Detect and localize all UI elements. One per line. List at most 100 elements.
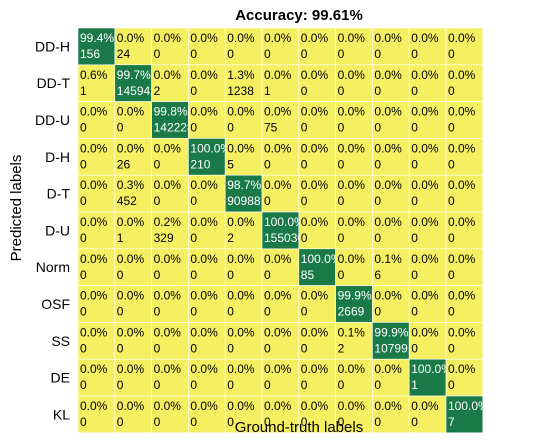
cell-count: 0	[301, 305, 308, 319]
cell-count: 0	[411, 84, 418, 98]
matrix-cell	[408, 395, 447, 434]
matrix-cell	[408, 138, 447, 176]
cell-count: 0	[80, 231, 87, 245]
cell-count: 1	[264, 84, 271, 98]
cell-count: 5	[227, 157, 234, 171]
y-tick-label: DD-H	[35, 38, 70, 54]
matrix-cell	[151, 64, 189, 102]
cell-percentage: 0.0%	[264, 289, 292, 303]
matrix-cell	[114, 358, 152, 397]
y-tick-label: D-T	[47, 186, 71, 202]
cell-percentage: 0.0%	[227, 31, 255, 45]
cell-percentage: 0.0%	[301, 362, 329, 376]
cell-count: 26	[117, 157, 131, 171]
matrix-cell	[372, 138, 410, 176]
cell-percentage: 0.0%	[264, 68, 292, 82]
cell-count: 0	[80, 268, 87, 282]
cell-count: 0	[448, 84, 455, 98]
y-tick-label: D-H	[45, 149, 70, 165]
cell-percentage: 100.0%	[448, 399, 489, 413]
matrix-cell	[151, 211, 189, 250]
cell-percentage: 0.0%	[338, 215, 366, 229]
matrix-cell	[188, 285, 226, 323]
cell-percentage: 0.0%	[227, 399, 255, 413]
cell-count: 0	[448, 341, 455, 355]
cell-count: 0	[80, 194, 87, 208]
cell-count: 2	[154, 84, 161, 98]
cell-percentage: 0.0%	[190, 325, 218, 339]
cell-percentage: 0.0%	[190, 399, 218, 413]
matrix-cell	[408, 211, 447, 250]
cell-count: 0	[80, 415, 87, 429]
cell-percentage: 0.0%	[80, 399, 108, 413]
cell-count: 329	[154, 231, 174, 245]
cell-percentage: 0.0%	[338, 362, 366, 376]
cell-count: 452	[117, 194, 137, 208]
cell-percentage: 0.0%	[411, 68, 439, 82]
matrix-cell	[77, 358, 116, 397]
cell-count: 0	[338, 231, 345, 245]
matrix-cell	[372, 174, 410, 213]
cell-percentage: 0.0%	[117, 399, 145, 413]
cell-count: 0	[264, 341, 271, 355]
cell-percentage: 0.0%	[264, 325, 292, 339]
cell-count: 156	[80, 47, 100, 61]
cell-count: 0	[80, 121, 87, 135]
matrix-cell	[224, 248, 263, 286]
cell-percentage: 0.6%	[80, 68, 108, 82]
cell-count: 155030	[264, 231, 304, 245]
cell-count: 0	[301, 157, 308, 171]
cell-percentage: 0.0%	[448, 325, 476, 339]
matrix-cell	[298, 358, 336, 397]
cell-percentage: 0.0%	[117, 325, 145, 339]
cell-percentage: 0.0%	[80, 362, 108, 376]
cell-percentage: 0.0%	[227, 362, 255, 376]
matrix-cell	[188, 211, 226, 250]
cell-count: 0	[117, 415, 124, 429]
cell-count: 0	[117, 341, 124, 355]
cell-percentage: 99.7%	[117, 68, 151, 82]
cell-percentage: 100.0%	[411, 362, 452, 376]
matrix-cell	[408, 248, 447, 286]
cell-count: 85	[301, 268, 315, 282]
matrix-cell	[261, 27, 300, 66]
cell-percentage: 0.0%	[117, 105, 145, 119]
cell-percentage: 0.0%	[411, 215, 439, 229]
y-tick-label: D-U	[45, 222, 70, 238]
cell-count: 0	[117, 305, 124, 319]
cell-percentage: 0.0%	[411, 325, 439, 339]
x-tick-label: DE	[418, 439, 437, 442]
matrix-cell	[261, 174, 300, 213]
matrix-cell	[408, 27, 447, 66]
cell-percentage: 0.0%	[190, 252, 218, 266]
cell-percentage: 0.0%	[80, 325, 108, 339]
cell-count: 0	[338, 415, 345, 429]
cell-percentage: 0.0%	[80, 178, 108, 192]
y-tick-label: DD-U	[35, 112, 70, 128]
cell-count: 0	[227, 121, 234, 135]
cell-count: 0	[338, 157, 345, 171]
cell-count: 0	[190, 378, 197, 392]
cell-percentage: 0.2%	[154, 215, 182, 229]
cell-count: 0	[301, 194, 308, 208]
cell-count: 0	[411, 305, 418, 319]
matrix-cell	[77, 64, 116, 102]
matrix-cell	[188, 138, 226, 176]
y-tick-label: OSF	[41, 296, 70, 312]
cell-percentage: 0.0%	[338, 31, 366, 45]
cell-count: 0	[227, 47, 234, 61]
matrix-cell	[224, 285, 263, 323]
matrix-cell	[77, 101, 116, 139]
cell-count: 0	[411, 231, 418, 245]
matrix-cell	[298, 174, 336, 213]
cell-percentage: 0.0%	[264, 105, 292, 119]
cell-count: 0	[411, 194, 418, 208]
cell-percentage: 99.4%	[80, 31, 114, 45]
cell-percentage: 0.0%	[190, 68, 218, 82]
x-axis-label: Ground-truth labels	[235, 419, 363, 436]
matrix-cell	[298, 64, 336, 102]
y-tick-label: DD-T	[37, 75, 71, 91]
cell-percentage: 98.7%	[227, 178, 261, 192]
cell-count: 0	[264, 415, 271, 429]
matrix-cell	[151, 27, 189, 66]
